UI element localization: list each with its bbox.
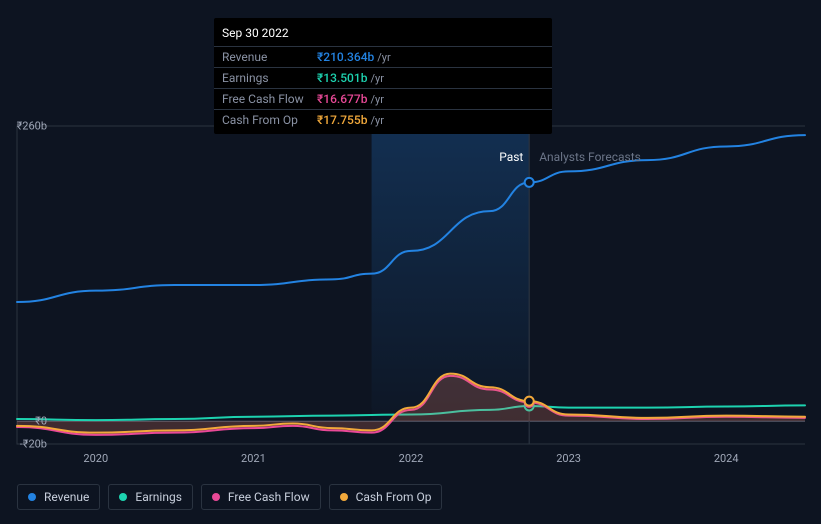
x-axis-label: 2021 — [241, 452, 266, 465]
chart-tooltip: Sep 30 2022 Revenue₹210.364b/yrEarnings₹… — [214, 18, 552, 134]
forecasts-label: Analysts Forecasts — [539, 150, 641, 164]
legend-item-revenue[interactable]: Revenue — [17, 484, 100, 510]
line-chart[interactable]: ₹260b₹0-₹20b20202021202220232024PastAnal… — [17, 126, 805, 444]
tooltip-label: Earnings — [222, 71, 317, 85]
tooltip-unit: /yr — [370, 93, 383, 106]
tooltip-unit: /yr — [370, 72, 383, 85]
tooltip-value: ₹16.677b — [317, 92, 367, 106]
legend-dot-icon — [119, 493, 127, 501]
y-axis-label: -₹20b — [20, 438, 47, 451]
tooltip-row: Revenue₹210.364b/yr — [214, 46, 552, 67]
chart-svg — [17, 126, 805, 444]
tooltip-row: Cash From Op₹17.755b/yr — [214, 109, 552, 130]
legend-label: Revenue — [44, 490, 89, 504]
legend-label: Cash From Op — [356, 490, 432, 504]
y-axis-label: ₹260b — [17, 120, 47, 133]
legend-label: Free Cash Flow — [228, 490, 310, 504]
x-axis-label: 2020 — [83, 452, 108, 465]
tooltip-value: ₹210.364b — [317, 50, 374, 64]
tooltip-unit: /yr — [377, 51, 390, 64]
tooltip-value: ₹17.755b — [317, 113, 367, 127]
tooltip-unit: /yr — [370, 114, 383, 127]
legend-item-cash-from-op[interactable]: Cash From Op — [329, 484, 443, 510]
tooltip-label: Free Cash Flow — [222, 92, 317, 106]
x-axis-label: 2023 — [556, 452, 581, 465]
tooltip-row: Free Cash Flow₹16.677b/yr — [214, 88, 552, 109]
legend-item-earnings[interactable]: Earnings — [108, 484, 193, 510]
tooltip-date: Sep 30 2022 — [214, 24, 552, 46]
y-axis-label: ₹0 — [35, 415, 47, 428]
tooltip-label: Revenue — [222, 50, 317, 64]
legend-dot-icon — [28, 493, 36, 501]
legend-item-free-cash-flow[interactable]: Free Cash Flow — [201, 484, 321, 510]
x-axis-label: 2022 — [399, 452, 424, 465]
x-axis-label: 2024 — [714, 452, 739, 465]
tooltip-row: Earnings₹13.501b/yr — [214, 67, 552, 88]
legend: Revenue Earnings Free Cash Flow Cash From O… — [17, 484, 442, 510]
legend-dot-icon — [212, 493, 220, 501]
legend-dot-icon — [340, 493, 348, 501]
past-label: Past — [499, 150, 523, 164]
tooltip-label: Cash From Op — [222, 113, 317, 127]
legend-label: Earnings — [135, 490, 182, 504]
tooltip-value: ₹13.501b — [317, 71, 367, 85]
